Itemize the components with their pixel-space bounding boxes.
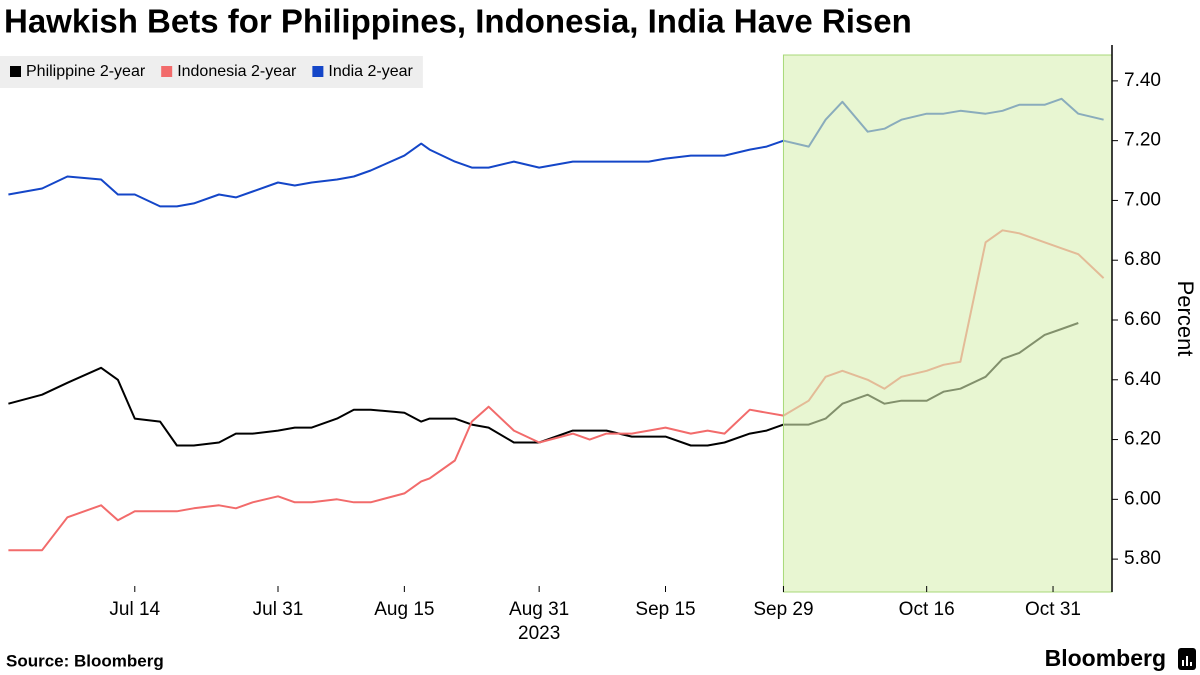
highlight-region: [782, 54, 1113, 593]
y-tick-label: 7.00: [1124, 189, 1161, 210]
x-tick-label: Oct 16: [899, 599, 955, 620]
source: Source: Bloomberg: [6, 651, 164, 670]
x-tick-label: Sep 29: [753, 599, 813, 620]
y-tick-label: 7.20: [1124, 130, 1161, 151]
x-tick-label: Oct 31: [1025, 599, 1081, 620]
y-tick-label: 6.60: [1124, 309, 1161, 330]
y-tick-label: 7.40: [1124, 70, 1161, 91]
y-tick-label: 6.40: [1124, 369, 1161, 390]
x-tick-label: Jul 14: [109, 599, 160, 620]
legend-label: Philippine 2-year: [26, 63, 146, 80]
legend-swatch: [10, 66, 21, 77]
branding: Bloomberg: [1045, 645, 1166, 671]
x-tick-label: Jul 31: [253, 599, 304, 620]
legend-background: [0, 56, 423, 88]
chart-title: Hawkish Bets for Philippines, Indonesia,…: [4, 3, 912, 40]
y-tick-label: 6.80: [1124, 249, 1161, 270]
x-axis-label: 2023: [518, 623, 560, 644]
legend-label: India 2-year: [328, 63, 413, 80]
x-tick-label: Aug 15: [374, 599, 434, 620]
legend-label: Indonesia 2-year: [177, 63, 297, 80]
y-tick-label: 5.80: [1124, 548, 1161, 569]
legend-swatch: [312, 66, 324, 77]
legend: Philippine 2-year Indonesia 2-year India 2…: [0, 56, 423, 88]
y-axis-label: Percent: [1173, 281, 1198, 357]
y-tick-label: 6.20: [1124, 429, 1161, 450]
x-tick-label: Sep 15: [635, 599, 695, 620]
brand-icon: [1178, 648, 1196, 670]
y-tick-label: 6.00: [1124, 488, 1161, 509]
legend-swatch: [161, 66, 173, 77]
x-tick-label: Aug 31: [509, 599, 569, 620]
